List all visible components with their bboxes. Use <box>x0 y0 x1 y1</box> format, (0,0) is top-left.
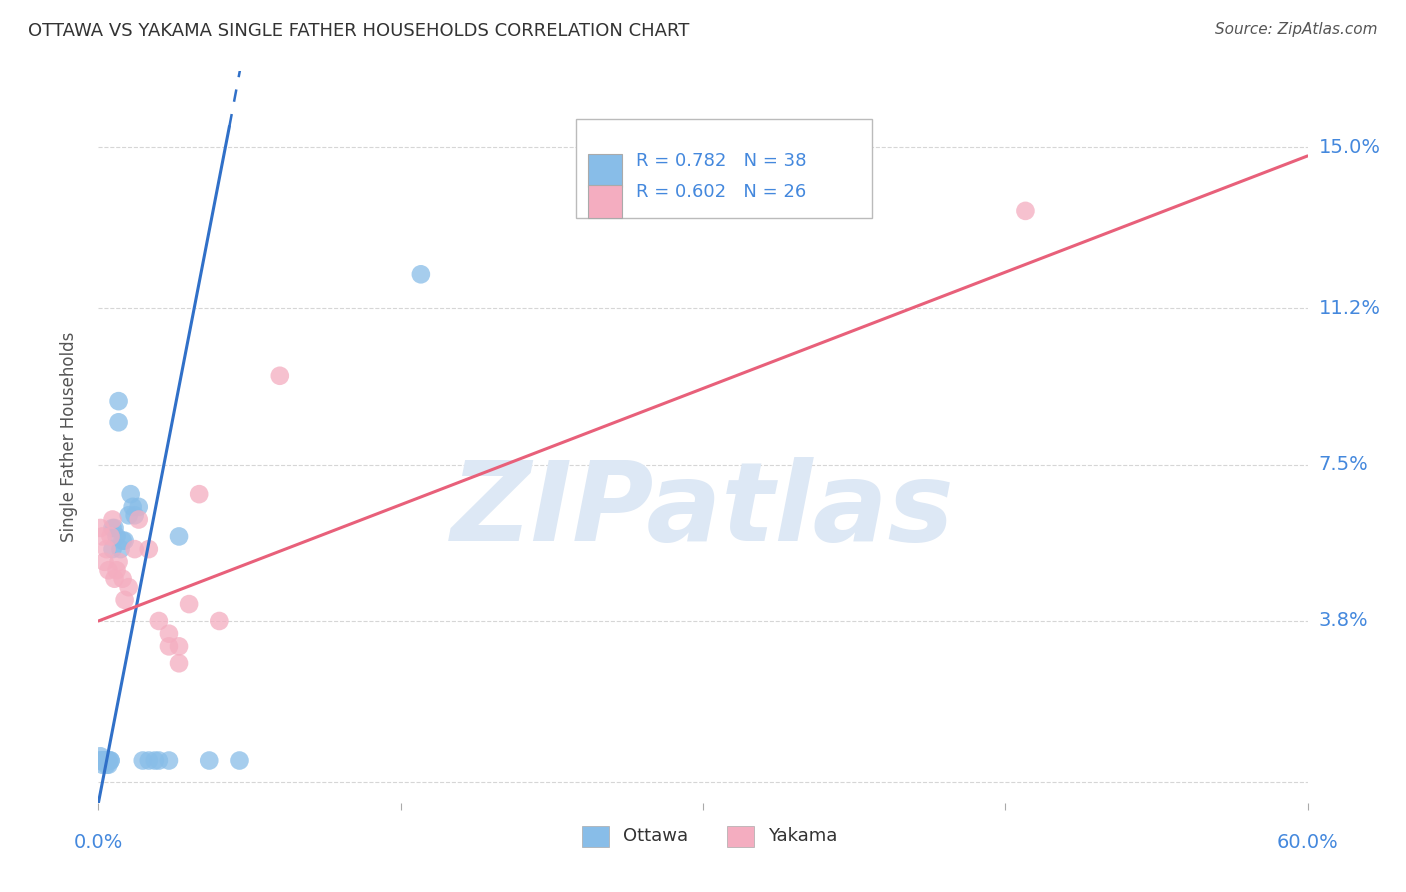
Point <box>132 754 155 768</box>
Text: 7.5%: 7.5% <box>1319 455 1368 474</box>
Point <box>100 754 122 768</box>
Text: Yakama: Yakama <box>768 828 838 846</box>
Point <box>138 542 160 557</box>
Point <box>105 563 128 577</box>
Text: 11.2%: 11.2% <box>1319 299 1381 318</box>
Bar <box>727 826 754 847</box>
Point <box>167 657 190 671</box>
Point <box>101 512 124 526</box>
FancyBboxPatch shape <box>576 119 872 218</box>
Point <box>269 368 291 383</box>
Point <box>91 529 114 543</box>
Point <box>124 508 146 523</box>
Point <box>409 268 432 282</box>
Bar <box>588 154 621 187</box>
Text: 15.0%: 15.0% <box>1319 138 1381 157</box>
Bar <box>588 185 621 218</box>
Point <box>93 555 115 569</box>
Point <box>138 754 160 768</box>
Point <box>228 754 250 768</box>
Point <box>91 757 114 772</box>
Point <box>110 542 132 557</box>
Point <box>101 521 124 535</box>
Point <box>105 529 128 543</box>
Point <box>124 542 146 557</box>
Text: Ottawa: Ottawa <box>623 828 689 846</box>
Point <box>167 640 190 654</box>
Point <box>157 626 180 640</box>
Point <box>1014 203 1036 218</box>
Point <box>128 500 150 514</box>
Point <box>91 754 114 768</box>
Text: Source: ZipAtlas.com: Source: ZipAtlas.com <box>1215 22 1378 37</box>
Text: 60.0%: 60.0% <box>1277 833 1339 853</box>
Point <box>89 749 111 764</box>
Point <box>157 640 180 654</box>
Point <box>96 757 118 772</box>
Text: OTTAWA VS YAKAMA SINGLE FATHER HOUSEHOLDS CORRELATION CHART: OTTAWA VS YAKAMA SINGLE FATHER HOUSEHOLD… <box>28 22 689 40</box>
Point <box>114 533 136 548</box>
Point <box>97 754 120 768</box>
Point <box>89 754 111 768</box>
Point <box>120 487 142 501</box>
Point <box>97 563 120 577</box>
Point <box>107 555 129 569</box>
Point <box>107 394 129 409</box>
Point <box>97 757 120 772</box>
Point <box>111 572 134 586</box>
Point <box>103 521 125 535</box>
Point <box>148 614 170 628</box>
Point <box>96 542 118 557</box>
Point <box>179 597 201 611</box>
Text: ZIPatlas: ZIPatlas <box>451 457 955 564</box>
Point <box>107 415 129 429</box>
Point <box>101 542 124 557</box>
Text: R = 0.602   N = 26: R = 0.602 N = 26 <box>637 183 807 201</box>
Point <box>103 572 125 586</box>
Point <box>118 508 141 523</box>
Bar <box>582 826 609 847</box>
Point <box>148 754 170 768</box>
Point <box>100 754 122 768</box>
Point <box>128 512 150 526</box>
Point <box>118 580 141 594</box>
Text: 0.0%: 0.0% <box>73 833 124 853</box>
Point <box>97 754 120 768</box>
Point <box>143 754 166 768</box>
Point <box>93 754 115 768</box>
Point <box>121 500 143 514</box>
Point <box>208 614 231 628</box>
Point <box>111 533 134 548</box>
Point <box>100 529 122 543</box>
Point <box>89 754 111 768</box>
Point <box>188 487 211 501</box>
Point <box>93 754 115 768</box>
Point <box>167 529 190 543</box>
Point <box>89 521 111 535</box>
Point <box>114 592 136 607</box>
Point <box>157 754 180 768</box>
Y-axis label: Single Father Households: Single Father Households <box>59 332 77 542</box>
Text: R = 0.782   N = 38: R = 0.782 N = 38 <box>637 152 807 170</box>
Point <box>198 754 221 768</box>
Text: 3.8%: 3.8% <box>1319 612 1368 631</box>
Point <box>96 754 118 768</box>
Point <box>91 754 114 768</box>
